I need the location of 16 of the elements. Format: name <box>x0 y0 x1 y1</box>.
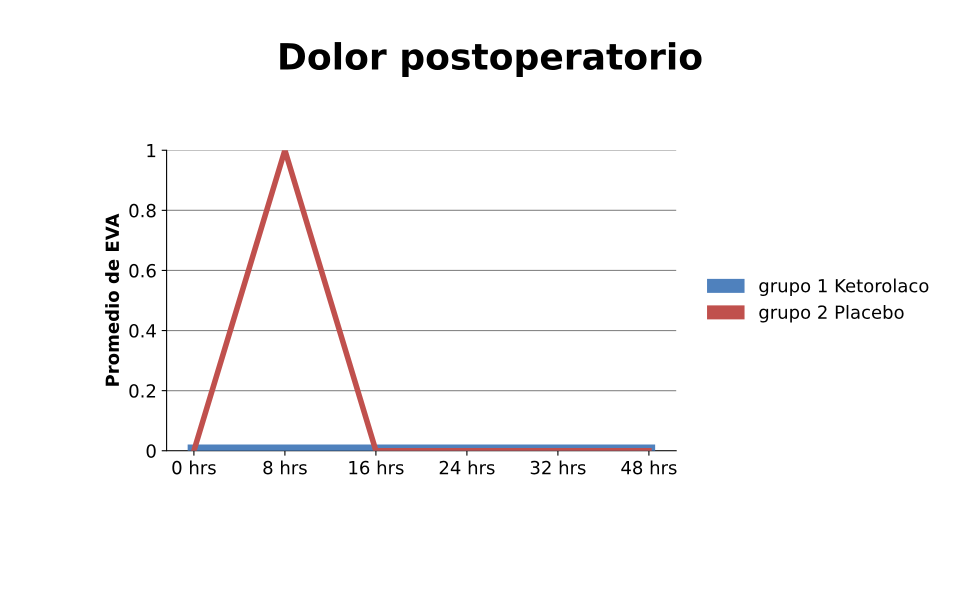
x-tick-label: 16 hrs <box>349 460 404 474</box>
x-tick-label: 24 hrs <box>440 460 495 474</box>
y-tick-label: 0.4 <box>129 324 156 338</box>
y-tick-label: 0.2 <box>129 384 156 398</box>
x-tick-label: 48 hrs <box>621 460 677 474</box>
legend-label: grupo 1 Ketorolaco <box>759 278 928 296</box>
y-tick-label: 0.8 <box>129 204 156 218</box>
y-axis-title: Promedio de EVA <box>105 214 120 386</box>
x-tick-label: 0 hrs <box>172 460 216 474</box>
x-tick-label: 8 hrs <box>263 460 307 474</box>
legend-label: grupo 2 Placebo <box>759 305 904 322</box>
y-tick-label: 0.6 <box>129 264 156 278</box>
y-tick-label: 0 <box>146 444 156 458</box>
chart-title: Dolor postoperatorio <box>280 42 702 78</box>
x-tick-label: 32 hrs <box>530 460 586 474</box>
y-tick-label: 1 <box>147 144 156 158</box>
